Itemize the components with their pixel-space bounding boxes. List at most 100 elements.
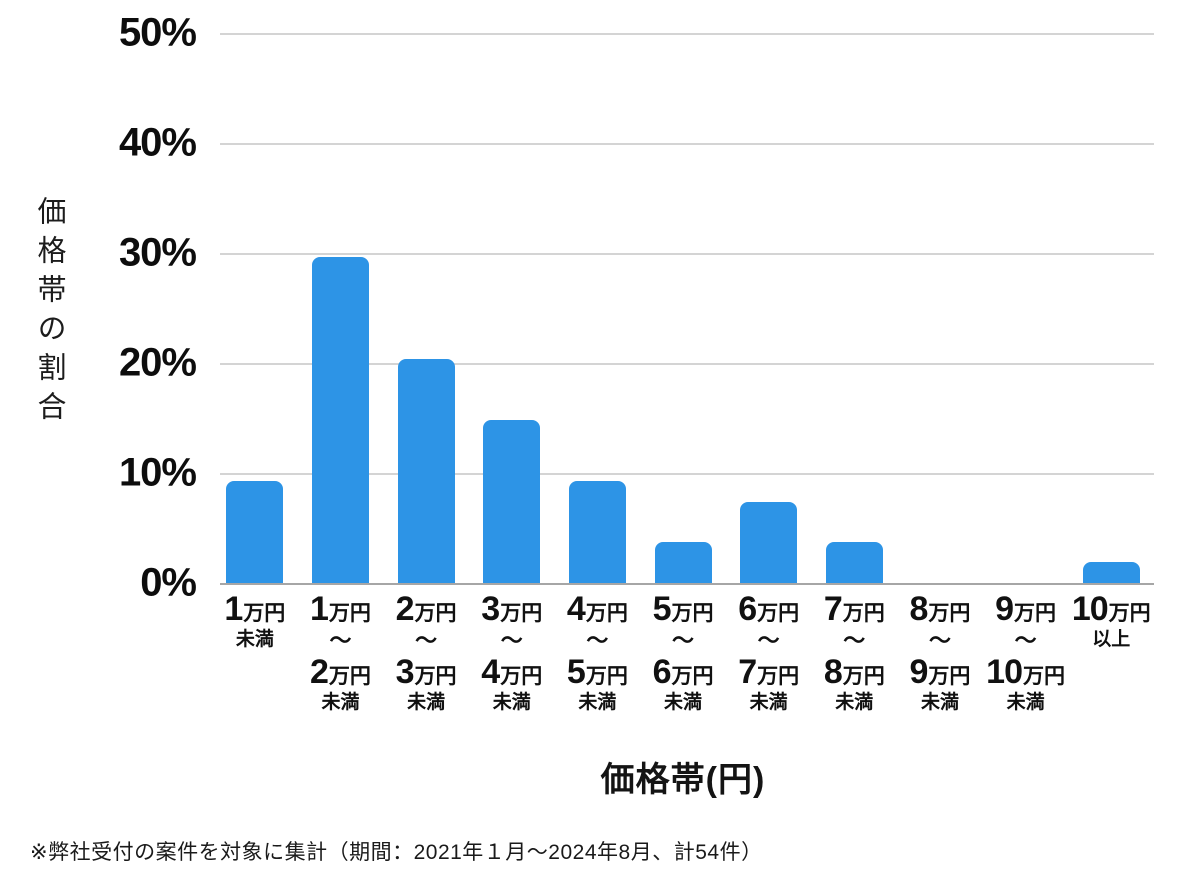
bar-column xyxy=(640,33,726,583)
range-qualifier: 以上 xyxy=(1092,629,1131,651)
range-qualifier: 未満 xyxy=(835,692,874,714)
y-tick-label: 40% xyxy=(118,120,197,165)
x-axis-labels: 1万円 未満 1万円〜 2万円 未満 2万円〜 3万円 未満 3万円〜 4万円 未満 4万円〜 5万円未… xyxy=(212,591,1154,714)
gridline xyxy=(220,363,1154,365)
footnote: ※弊社受付の案件を対象に集計（期間：2021年１月〜2024年8月、計54件） xyxy=(30,841,763,864)
range-number: 1 xyxy=(224,590,243,628)
bar-column xyxy=(983,33,1069,583)
bar-7 xyxy=(740,501,798,583)
range-value: 5万円 xyxy=(555,654,641,690)
bar-column xyxy=(726,33,812,583)
bar-5 xyxy=(568,480,626,583)
bar-2 xyxy=(311,257,369,583)
range-number: 3 xyxy=(395,653,415,692)
gridline xyxy=(220,253,1154,255)
range-unit: 万円 xyxy=(243,602,286,625)
range-qualifier: 未満 xyxy=(578,692,617,714)
range-value: 3万円 xyxy=(383,654,469,690)
y-tick-label: 50% xyxy=(118,10,197,55)
range-number: 9 xyxy=(995,590,1014,628)
range-number: 4 xyxy=(566,590,586,628)
range-unit: 万円 xyxy=(328,602,371,625)
bar-column xyxy=(811,33,897,583)
range-value: 9万円 xyxy=(983,591,1069,627)
bar-column xyxy=(897,33,983,583)
range-number: 5 xyxy=(566,653,586,692)
range-tilde: 〜 xyxy=(1014,628,1037,654)
x-tick-label: 6万円〜 7万円 未満 xyxy=(726,591,812,714)
range-unit: 万円 xyxy=(671,602,714,625)
range-unit: 万円 xyxy=(414,665,457,689)
range-value: 7万円 xyxy=(726,654,812,690)
x-axis-title: 価格帯(円) xyxy=(600,761,766,799)
range-number: 2 xyxy=(395,590,415,628)
range-tilde: 〜 xyxy=(415,628,438,654)
range-tilde: 〜 xyxy=(672,628,695,654)
range-tilde: 〜 xyxy=(586,628,609,654)
gridline xyxy=(220,473,1154,475)
bar-1 xyxy=(226,480,284,583)
range-tilde: 〜 xyxy=(500,628,523,654)
bar-column xyxy=(469,33,555,583)
x-tick-label: 1万円〜 2万円 未満 xyxy=(298,591,384,714)
y-axis-title: 価格帯の割合 xyxy=(33,196,65,430)
range-unit: 万円 xyxy=(585,602,628,625)
range-qualifier: 未満 xyxy=(920,692,959,714)
y-tick-label: 20% xyxy=(118,340,197,385)
range-value: 4万円 xyxy=(469,654,555,690)
x-tick-label: 2万円〜 3万円 未満 xyxy=(383,591,469,714)
x-tick-label: 1万円未満 xyxy=(212,591,298,714)
range-value: 10万円 xyxy=(1068,591,1154,627)
x-tick-label: 10万円 以上 xyxy=(1068,591,1154,714)
range-number: 8 xyxy=(823,653,843,692)
range-number: 6 xyxy=(652,653,672,692)
y-tick-label: 10% xyxy=(118,450,197,495)
y-tick-label: 0% xyxy=(140,560,197,605)
range-number: 7 xyxy=(738,653,757,692)
range-qualifier: 未満 xyxy=(664,692,703,714)
range-tilde: 〜 xyxy=(757,628,780,654)
range-value: 2万円 xyxy=(383,591,469,627)
range-number: 1 xyxy=(310,590,329,628)
range-value: 8万円 xyxy=(897,591,983,627)
range-unit: 万円 xyxy=(842,602,885,625)
bars xyxy=(212,33,1154,583)
range-number: 10 xyxy=(986,653,1023,692)
range-qualifier: 未満 xyxy=(1006,692,1045,714)
range-value: 7万円 xyxy=(811,591,897,627)
range-number: 8 xyxy=(909,590,928,628)
range-value: 8万円 xyxy=(811,654,897,690)
bar-8 xyxy=(825,542,883,583)
range-value: 3万円 xyxy=(469,591,555,627)
range-qualifier: 未満 xyxy=(749,692,788,714)
range-number: 6 xyxy=(738,590,757,628)
range-tilde: 〜 xyxy=(928,628,951,654)
bar-3 xyxy=(397,358,455,583)
range-unit: 万円 xyxy=(757,665,800,689)
range-number: 7 xyxy=(823,590,843,628)
bar-11 xyxy=(1082,562,1140,583)
range-value: 10万円 xyxy=(983,654,1069,690)
range-unit: 万円 xyxy=(757,602,800,625)
range-unit: 万円 xyxy=(1108,602,1151,625)
gridline xyxy=(220,143,1154,145)
range-unit: 万円 xyxy=(928,602,971,625)
range-qualifier: 未満 xyxy=(407,692,446,714)
range-tilde: 〜 xyxy=(843,628,866,654)
range-unit: 万円 xyxy=(928,665,971,689)
bar-column xyxy=(555,33,641,583)
range-number: 10 xyxy=(1071,590,1109,628)
range-value: 5万円 xyxy=(640,591,726,627)
range-value: 2万円 xyxy=(298,654,384,690)
range-qualifier: 未満 xyxy=(492,692,531,714)
bar-column xyxy=(383,33,469,583)
bar-column xyxy=(1068,33,1154,583)
x-tick-label: 9万円〜 10万円 未満 xyxy=(983,591,1069,714)
range-qualifier: 未満 xyxy=(235,629,274,651)
range-unit: 万円 xyxy=(585,665,628,689)
range-unit: 万円 xyxy=(1014,602,1057,625)
range-number: 3 xyxy=(481,590,500,628)
bar-column xyxy=(298,33,384,583)
range-number: 5 xyxy=(652,590,672,628)
